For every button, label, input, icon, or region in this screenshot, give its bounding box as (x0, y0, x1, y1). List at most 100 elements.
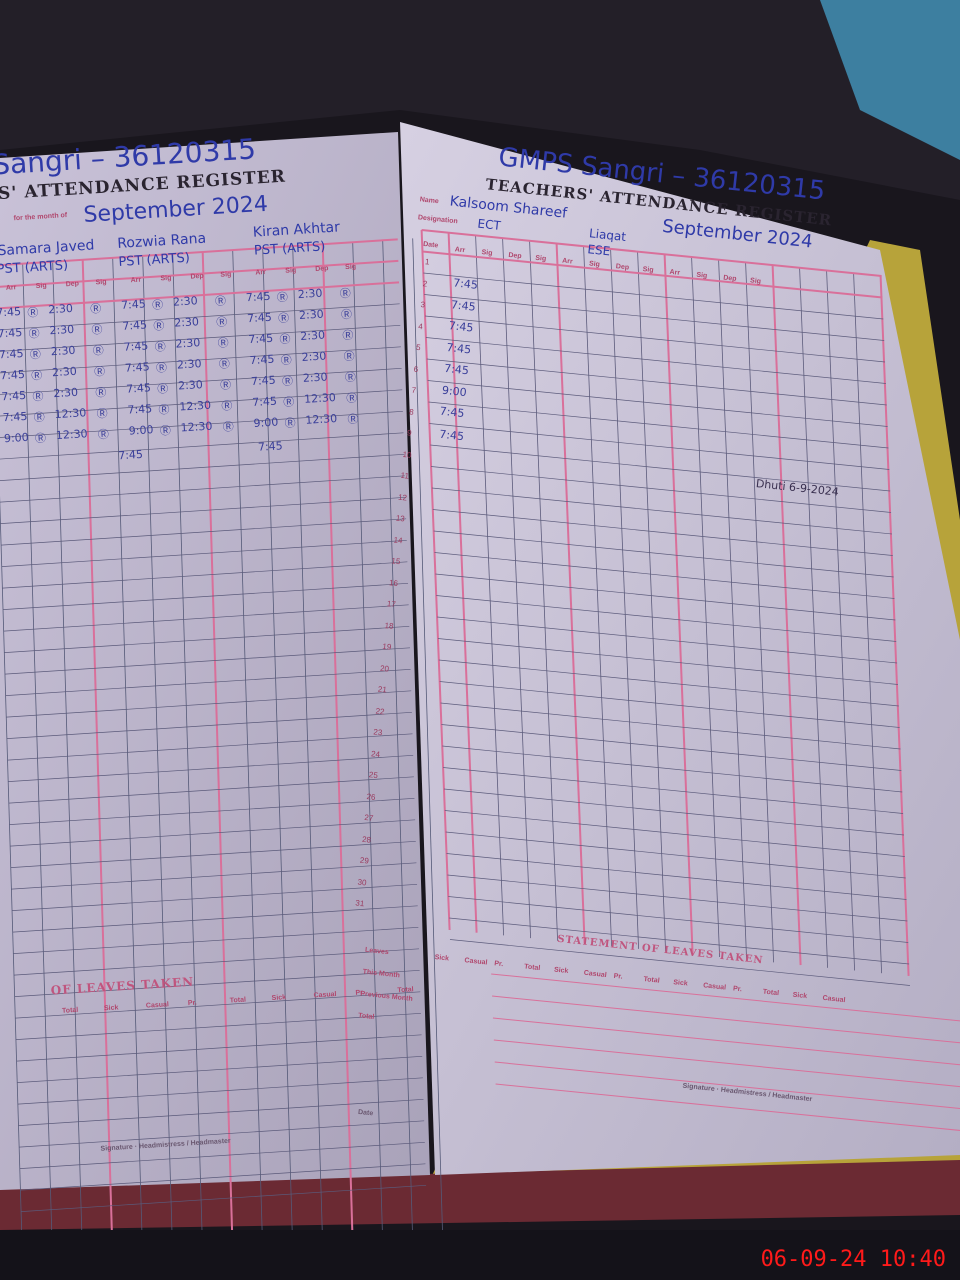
book-cover-bottom (0, 1160, 960, 1230)
grid-column-line (201, 251, 235, 1273)
leaves-row-line (495, 1083, 960, 1131)
grid-column-line (826, 270, 855, 971)
grid-column-line (112, 257, 144, 1278)
grid-row-line (17, 1055, 423, 1083)
grid-column-line (0, 495, 24, 1280)
day-number: 12 (397, 492, 408, 503)
grid-row-line (434, 552, 895, 599)
grid-row-line (441, 724, 902, 771)
grid-row-line (7, 733, 413, 761)
column-header: Dep (315, 265, 329, 273)
grid-row-line (446, 853, 907, 900)
signature-mark: Ⓡ (221, 399, 233, 413)
arrival-time: 7:45 (443, 361, 470, 378)
arrival-time: 9:00 (128, 423, 154, 438)
grid-row-line (444, 810, 905, 857)
column-header: Sig (642, 266, 654, 275)
day-number: 26 (366, 791, 377, 802)
column-header: Sig (95, 278, 107, 287)
teacher-designation: PST (ARTS) (0, 258, 69, 278)
grid-row-line (12, 905, 418, 933)
signature-mark: Ⓡ (29, 347, 42, 362)
leaves-heading: STATEMENT OF LEAVES TAKEN (556, 933, 764, 967)
footer-date: Date (357, 1108, 374, 1118)
teacher-designation: PST (ARTS) (118, 250, 191, 270)
grid-row-line (0, 367, 402, 395)
grid-row-line (428, 401, 889, 449)
signature-mark: Ⓡ (343, 349, 356, 364)
grid-row-line (16, 1034, 422, 1062)
teacher-designation: PST (ARTS) (253, 239, 326, 259)
signature-mark: Ⓡ (340, 307, 353, 322)
right-grid (420, 229, 960, 1131)
leaves-row-label: This Month (362, 968, 401, 980)
grid-column-line (292, 246, 324, 1267)
leaves-column-header: Sick (792, 991, 808, 1001)
departure-time: 2:30 (172, 294, 199, 309)
signature-mark: Ⓡ (30, 368, 43, 383)
signature-mark: Ⓡ (32, 389, 44, 404)
grid-row-line (429, 423, 890, 470)
day-number: 25 (368, 770, 379, 781)
column-header: Sig (749, 277, 762, 286)
column-header: Sig (534, 254, 547, 263)
signature-mark: Ⓡ (156, 382, 169, 396)
grid-row-line (21, 1184, 427, 1212)
grid-row-line (0, 410, 403, 438)
teacher-name: Kiran Akhtar (252, 219, 341, 241)
grid-row-line (432, 509, 893, 556)
grid-row-line (436, 595, 897, 642)
day-number: 8 (408, 406, 415, 417)
leaves-column-header: Casual (464, 957, 488, 967)
departure-time: 2:30 (49, 322, 75, 338)
signature-mark: Ⓡ (276, 290, 289, 305)
grid-row-line (1, 518, 407, 546)
grid-row-line (443, 767, 904, 814)
leaves-row-label: Leaves (364, 946, 389, 957)
grid-row-line (0, 303, 400, 331)
name-label: Name (419, 196, 440, 206)
departure-time: 12:30 (55, 427, 88, 443)
leaves-column-header: Total (643, 975, 660, 985)
grid-column-line (879, 275, 910, 976)
grid-row-line (12, 883, 418, 911)
arrival-time: 7:45 (439, 404, 466, 421)
leaves-column-header: Casual (145, 1001, 170, 1010)
column-header: Dep (722, 274, 737, 283)
grid-row-line (437, 638, 898, 685)
signature-mark: Ⓡ (277, 311, 290, 326)
grid-column-line (142, 255, 174, 1276)
grid-column-line (799, 267, 828, 968)
signature-mark: Ⓡ (345, 391, 358, 406)
grid-row-line (17, 1077, 423, 1105)
leaves-column-header: Total (229, 996, 247, 1005)
grid-row-line (5, 668, 411, 696)
grid-row-line (437, 616, 898, 664)
day-number: 20 (379, 663, 390, 674)
day-number: 1 (424, 257, 430, 267)
grid-column-line (22, 263, 54, 1280)
grid-row-line (431, 487, 892, 535)
grid-column-line (583, 246, 612, 947)
arrival-time: 7:45 (452, 276, 479, 292)
signature-mark: Ⓡ (344, 370, 357, 385)
arrival-time: 7:45 (125, 381, 152, 396)
leaves-row-line (494, 1061, 960, 1110)
grid-row-line (0, 475, 405, 503)
column-header: Sig (285, 267, 297, 275)
day-number: 5 (415, 342, 421, 353)
grid-row-line (427, 380, 888, 427)
grid-column-line (321, 244, 355, 1265)
departure-time: 2:30 (299, 328, 326, 343)
date-header: Date (422, 240, 439, 250)
teacher-designation: ECT (476, 216, 502, 233)
grid-column-line (412, 238, 444, 1259)
grid-row-line (443, 788, 904, 836)
day-number: 21 (377, 684, 388, 695)
departure-time: 12:30 (54, 406, 87, 422)
footer-signature: Signature · Headmistress / Headmaster (100, 1137, 231, 1153)
day-number: 31 (354, 898, 365, 909)
leaves-column-header: Casual (583, 969, 608, 980)
departure-time: 12:30 (180, 419, 213, 435)
grid-column-line (691, 256, 720, 958)
